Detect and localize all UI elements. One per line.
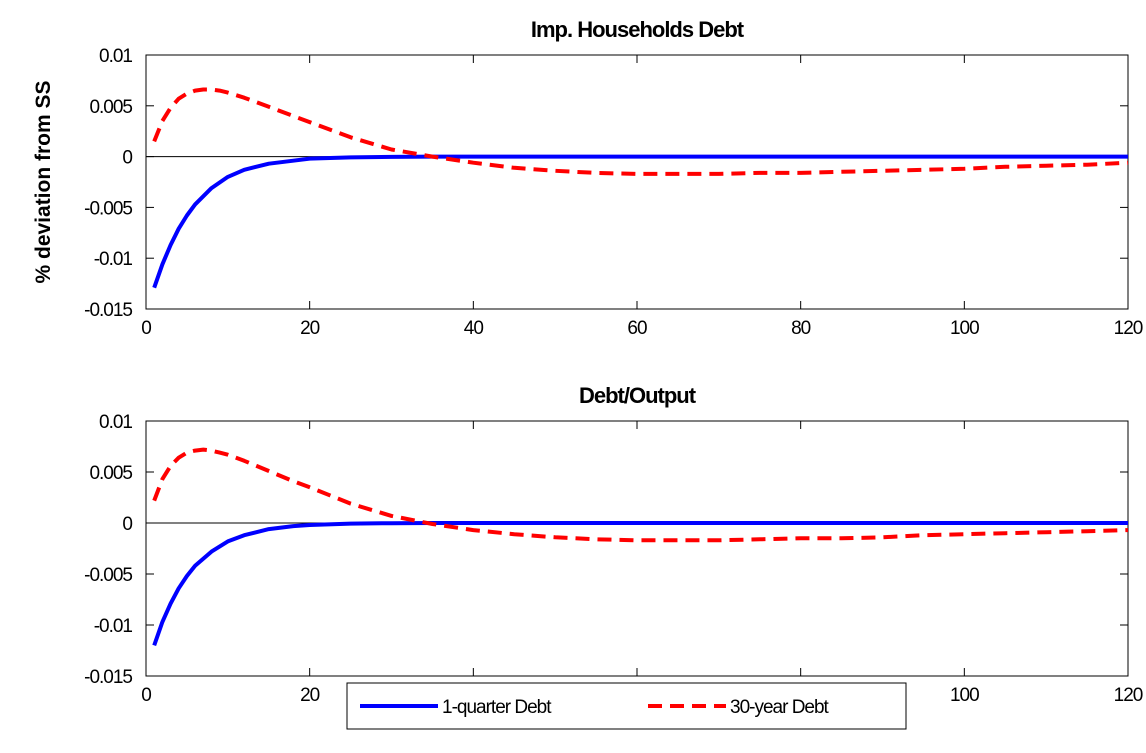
legend-label-1: 30-year Debt	[730, 697, 830, 718]
x-tick-label: 100	[950, 318, 979, 339]
legend-box	[346, 682, 907, 730]
chart-panel-top: Imp. Households Debt % deviation from SS 0…	[32, 17, 1144, 339]
y-tick-label: 0.005	[89, 463, 132, 484]
y-axis-label: % deviation from SS	[32, 80, 55, 283]
y-tick-label: -0.01	[94, 616, 133, 637]
axes-box	[145, 420, 1129, 677]
x-tick-label: 40	[464, 318, 484, 339]
y-tick-label: 0	[122, 514, 132, 535]
series-line-30-year-debt	[152, 447, 1129, 543]
y-tick-label: -0.005	[84, 198, 132, 219]
x-tick-label: 60	[627, 318, 647, 339]
x-tick-label: 20	[300, 318, 320, 339]
legend: 1-quarter Debt 30-year Debt	[346, 682, 907, 730]
series-line-1-quarter-debt	[152, 154, 1128, 289]
legend-label-0: 1-quarter Debt	[442, 697, 552, 718]
y-tick-label: 0	[122, 148, 132, 169]
x-tick-label: 20	[300, 685, 320, 706]
axes-box	[145, 54, 1129, 310]
series-line-1-quarter-debt	[152, 521, 1128, 647]
y-tick-label: -0.01	[94, 249, 133, 270]
chart-title: Imp. Households Debt	[531, 17, 745, 42]
y-tick-label: -0.005	[84, 565, 132, 586]
x-tick-label: 100	[950, 685, 979, 706]
x-tick-label: 0	[141, 685, 151, 706]
x-tick-label: 120	[1114, 685, 1143, 706]
y-tick-label: 0.005	[89, 97, 132, 118]
y-tick-label: -0.015	[84, 667, 132, 688]
y-tick-label: 0.01	[99, 412, 132, 433]
x-tick-label: 120	[1114, 318, 1143, 339]
x-tick-label: 0	[141, 318, 151, 339]
chart-panel-bottom: Debt/Output 0.01 0.005 0 -0.005 -0.01 -0.015 0 2…	[84, 383, 1144, 706]
chart-title: Debt/Output	[579, 383, 697, 408]
y-tick-label: 0.01	[99, 46, 132, 67]
series-line-30-year-debt	[152, 87, 1129, 176]
x-tick-label: 80	[791, 318, 811, 339]
y-tick-label: -0.015	[84, 300, 132, 321]
